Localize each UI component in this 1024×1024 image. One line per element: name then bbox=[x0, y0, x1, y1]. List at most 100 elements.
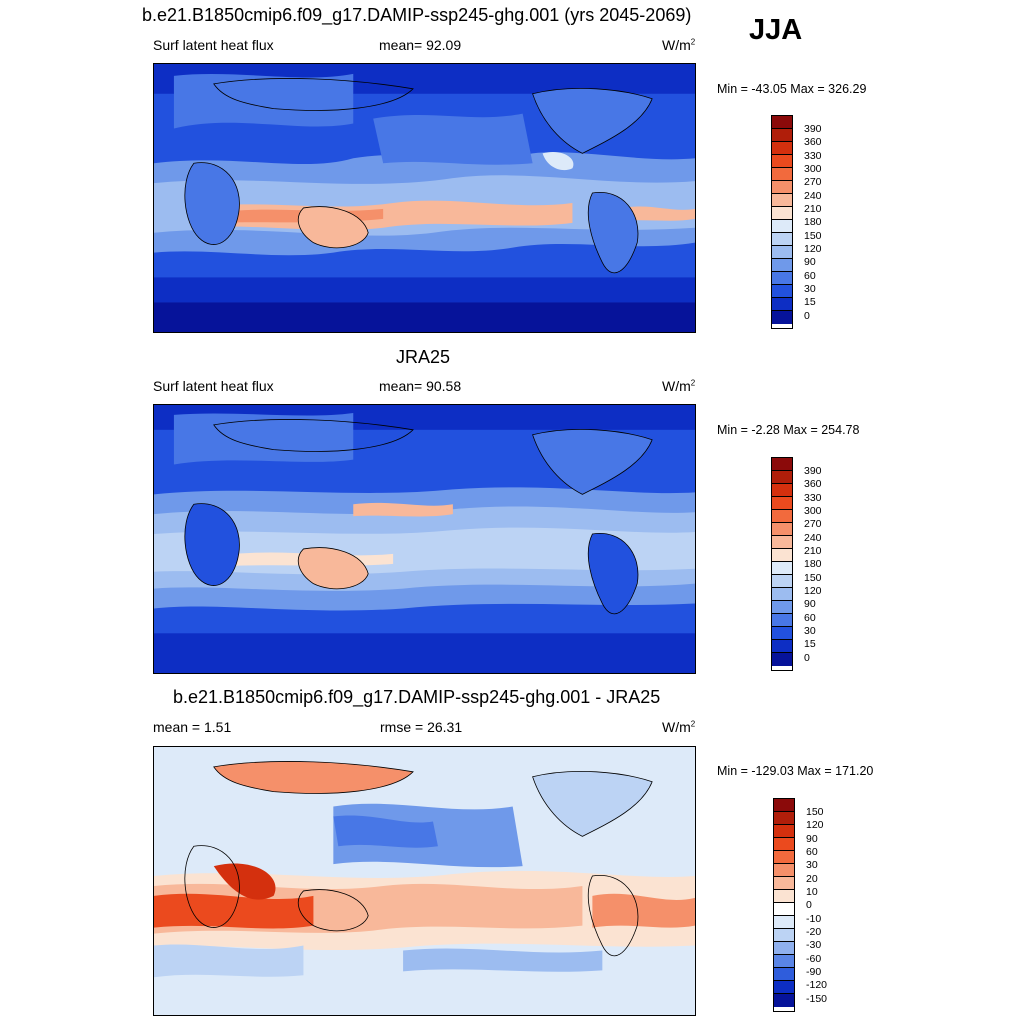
panel1-colorbar-label: 15 bbox=[804, 296, 816, 308]
panel3-colorbar-box bbox=[774, 825, 794, 838]
panel1-colorbar-label: 90 bbox=[804, 256, 816, 268]
panel1-colorbar-label: 300 bbox=[804, 163, 822, 175]
panel2-colorbar-label: 60 bbox=[804, 612, 816, 624]
panel3-colorbar-label: 120 bbox=[806, 819, 824, 831]
panel1-colorbar-box bbox=[772, 181, 792, 194]
panel2-colorbar-box bbox=[772, 601, 792, 614]
panel2-colorbar-box bbox=[772, 640, 792, 653]
panel1-colorbar-box bbox=[772, 233, 792, 246]
panel1-colorbar-box bbox=[772, 259, 792, 272]
panel2-colorbar-label: 270 bbox=[804, 518, 822, 530]
panel2-colorbar-label: 120 bbox=[804, 585, 822, 597]
panel1-colorbar-label: 360 bbox=[804, 136, 822, 148]
panel1-colorbar-label: 210 bbox=[804, 203, 822, 215]
panel1-mean-label: mean= 92.09 bbox=[379, 37, 462, 53]
panel2-colorbar-box bbox=[772, 653, 792, 666]
panel3-colorbar-box bbox=[774, 981, 794, 994]
panel3-colorbar-label: -150 bbox=[806, 993, 828, 1005]
panel3-colorbar-label: -60 bbox=[806, 953, 822, 965]
panel1-map bbox=[153, 63, 696, 333]
panel1-colorbar-box bbox=[772, 129, 792, 142]
panel3-colorbar-label: 60 bbox=[806, 846, 818, 858]
panel2-colorbar-label: 15 bbox=[804, 638, 816, 650]
panel2-title: JRA25 bbox=[396, 347, 451, 367]
panel2-colorbar-label: 0 bbox=[804, 652, 810, 664]
panel1-colorbar-box bbox=[772, 142, 792, 155]
panel1-colorbar-label: 390 bbox=[804, 123, 822, 135]
panel2-colorbar-box bbox=[772, 549, 792, 562]
panel2-colorbar-label: 300 bbox=[804, 505, 822, 517]
panel1-colorbar-box bbox=[772, 272, 792, 285]
panel2-colorbar-label: 90 bbox=[804, 598, 816, 610]
panel3-colorbar-box bbox=[774, 916, 794, 929]
panel1-colorbar-label: 30 bbox=[804, 283, 816, 295]
panel3-colorbar-label: -20 bbox=[806, 926, 822, 938]
panel1-minmax: Min = -43.05 Max = 326.29 bbox=[717, 82, 867, 96]
panel2-colorbar-box bbox=[772, 588, 792, 601]
panel1-colorbar-label: 240 bbox=[804, 190, 822, 202]
panel3-colorbar-box bbox=[774, 903, 794, 916]
panel3-colorbar-box bbox=[774, 929, 794, 942]
panel2-colorbar-label: 390 bbox=[804, 465, 822, 477]
panel3-colorbar-box bbox=[774, 864, 794, 877]
panel1-units: W/m2 bbox=[662, 37, 696, 53]
panel1-colorbar-box bbox=[772, 168, 792, 181]
panel2-colorbar-box bbox=[772, 471, 792, 484]
panel3-colorbar-box bbox=[774, 968, 794, 981]
panel3-colorbar-label: -30 bbox=[806, 939, 822, 951]
panel3-colorbar-box bbox=[774, 877, 794, 890]
panel2-colorbar-label: 210 bbox=[804, 545, 822, 557]
panel1-colorbar bbox=[771, 115, 793, 329]
panel3-colorbar-label: 150 bbox=[806, 806, 824, 818]
panel3-colorbar-label: 90 bbox=[806, 833, 818, 845]
panel1-variable-label: Surf latent heat flux bbox=[153, 37, 274, 53]
panel1-colorbar-box bbox=[772, 155, 792, 168]
panel3-colorbar-box bbox=[774, 838, 794, 851]
panel2-colorbar-box bbox=[772, 575, 792, 588]
panel1-colorbar-label: 270 bbox=[804, 176, 822, 188]
panel3-colorbar-label: -10 bbox=[806, 913, 822, 925]
panel1-colorbar-label: 180 bbox=[804, 216, 822, 228]
panel1-colorbar-box bbox=[772, 246, 792, 259]
panel2-colorbar-label: 360 bbox=[804, 478, 822, 490]
panel3-colorbar-box bbox=[774, 799, 794, 812]
panel2-minmax: Min = -2.28 Max = 254.78 bbox=[717, 423, 860, 437]
panel3-colorbar-box bbox=[774, 851, 794, 864]
panel1-colorbar-box bbox=[772, 194, 792, 207]
panel3-title: b.e21.B1850cmip6.f09_g17.DAMIP-ssp245-gh… bbox=[173, 687, 661, 707]
panel2-colorbar-label: 30 bbox=[804, 625, 816, 637]
panel3-colorbar-box bbox=[774, 890, 794, 903]
panel3-colorbar bbox=[773, 798, 795, 1012]
panel1-colorbar-box bbox=[772, 116, 792, 129]
panel1-colorbar-label: 60 bbox=[804, 270, 816, 282]
panel3-rmse-label: rmse = 26.31 bbox=[380, 719, 463, 735]
panel3-minmax: Min = -129.03 Max = 171.20 bbox=[717, 764, 874, 778]
panel3-colorbar-box bbox=[774, 994, 794, 1007]
panel3-colorbar-box bbox=[774, 812, 794, 825]
panel2-colorbar-box bbox=[772, 627, 792, 640]
panel3-colorbar-label: -120 bbox=[806, 979, 828, 991]
panel3-mean-label: mean = 1.51 bbox=[153, 719, 232, 735]
panel2-mean-label: mean= 90.58 bbox=[379, 378, 462, 394]
panel1-colorbar-box bbox=[772, 298, 792, 311]
panel3-map bbox=[153, 746, 696, 1016]
panel2-colorbar-label: 150 bbox=[804, 572, 822, 584]
panel2-units: W/m2 bbox=[662, 378, 696, 394]
panel2-colorbar-box bbox=[772, 614, 792, 627]
panel3-colorbar-label: 20 bbox=[806, 873, 818, 885]
panel1-colorbar-label: 330 bbox=[804, 150, 822, 162]
panel2-map bbox=[153, 404, 696, 674]
season-label: JJA bbox=[749, 14, 803, 46]
panel3-colorbar-label: 0 bbox=[806, 899, 812, 911]
panel1-colorbar-label: 120 bbox=[804, 243, 822, 255]
panel2-colorbar-box bbox=[772, 562, 792, 575]
panel1-title: b.e21.B1850cmip6.f09_g17.DAMIP-ssp245-gh… bbox=[142, 5, 692, 25]
panel3-colorbar-label: 10 bbox=[806, 886, 818, 898]
panel2-colorbar-box bbox=[772, 536, 792, 549]
panel2-colorbar-box bbox=[772, 510, 792, 523]
panel2-colorbar-box bbox=[772, 484, 792, 497]
panel2-colorbar bbox=[771, 457, 793, 671]
panel1-colorbar-box bbox=[772, 207, 792, 220]
panel3-colorbar-box bbox=[774, 955, 794, 968]
panel2-colorbar-label: 180 bbox=[804, 558, 822, 570]
